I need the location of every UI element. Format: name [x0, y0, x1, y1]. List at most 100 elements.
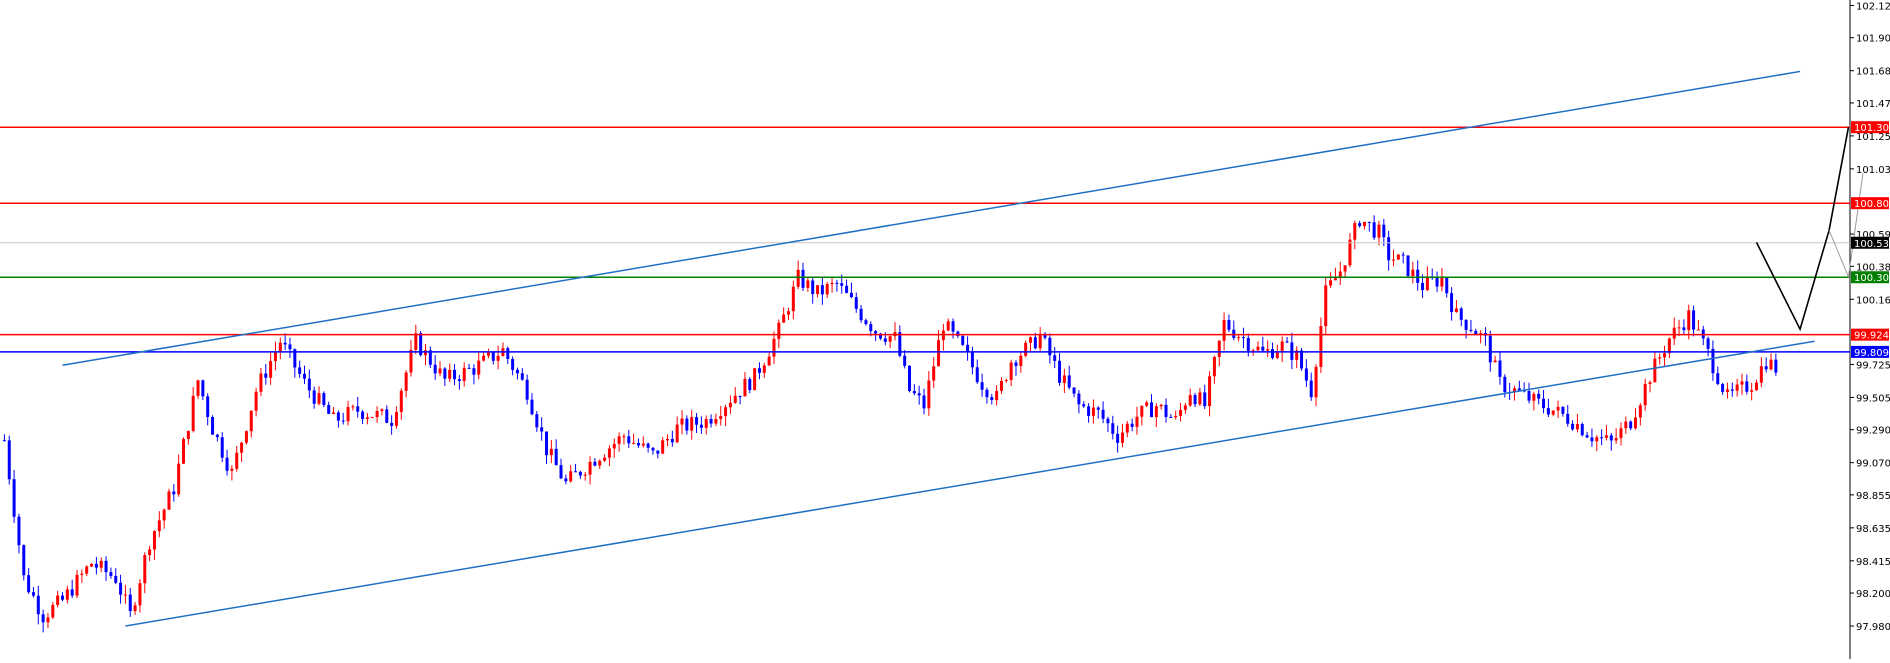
candle-body — [922, 395, 926, 409]
candle-body — [1542, 398, 1546, 409]
candle — [472, 364, 476, 385]
candle-body — [641, 443, 645, 446]
candle — [961, 334, 965, 347]
y-tick-label: 100.160 — [1856, 295, 1890, 306]
candle — [1280, 336, 1284, 362]
candle-body — [874, 331, 878, 334]
y-tick-label: 99.505 — [1856, 393, 1890, 404]
candle-body — [593, 461, 597, 466]
candle-body — [1600, 437, 1604, 439]
candle-body — [995, 390, 999, 401]
candle — [1721, 382, 1725, 395]
candle — [709, 414, 713, 428]
candle — [646, 442, 650, 453]
candle — [816, 285, 820, 298]
candle — [114, 568, 118, 585]
candle — [1116, 425, 1120, 453]
candle — [206, 393, 210, 426]
candle — [196, 379, 200, 399]
candle — [322, 391, 326, 408]
candle — [1193, 392, 1197, 408]
candle — [1624, 416, 1628, 434]
candle-body — [859, 308, 863, 321]
candle-body — [878, 333, 882, 339]
candle — [230, 465, 234, 481]
candle — [1527, 382, 1531, 404]
candle-body — [1401, 254, 1405, 256]
candle-body — [61, 595, 64, 600]
y-tick-label: 101.030 — [1856, 165, 1890, 176]
candle-body — [341, 420, 345, 422]
candle — [1154, 403, 1158, 427]
candle — [1062, 368, 1066, 394]
candle — [1755, 379, 1758, 391]
candle-body — [549, 448, 553, 456]
candle-body — [1077, 393, 1081, 405]
candle — [365, 413, 369, 425]
candle-body — [1532, 393, 1536, 401]
candle — [1309, 372, 1313, 401]
candle — [1372, 215, 1376, 240]
candle — [748, 377, 752, 394]
candle — [869, 321, 873, 337]
candle-body — [1382, 224, 1386, 238]
candle — [414, 324, 418, 355]
candle-body — [438, 368, 442, 374]
candle — [1087, 403, 1091, 423]
candle — [1672, 317, 1676, 346]
candle-body — [1580, 424, 1584, 436]
level-tag-label: 101.308 — [1854, 123, 1890, 134]
candle — [1362, 221, 1366, 230]
candle — [1663, 345, 1667, 368]
candle-body — [375, 410, 379, 418]
candle-body — [1396, 254, 1400, 260]
candle — [298, 360, 302, 378]
candle — [1285, 336, 1289, 344]
candle-body — [849, 292, 853, 298]
candle-body — [1411, 269, 1415, 277]
candle-body — [1324, 285, 1328, 327]
candle — [787, 307, 790, 320]
candle-body — [636, 442, 640, 446]
candle — [1145, 400, 1149, 408]
candle-body — [535, 414, 539, 428]
candle — [564, 474, 568, 485]
candle — [1111, 415, 1115, 440]
candle-body — [1416, 269, 1420, 283]
candle-body — [152, 531, 156, 550]
candle — [1716, 366, 1720, 386]
candle-body — [1343, 265, 1347, 272]
candle — [1067, 365, 1071, 390]
candle — [670, 430, 674, 447]
candle-body — [583, 474, 587, 476]
candle — [167, 488, 171, 510]
candle — [569, 465, 573, 483]
candle — [922, 388, 926, 415]
candle — [317, 386, 321, 406]
candle-body — [1256, 346, 1260, 351]
candle-body — [927, 380, 931, 409]
candle-body — [1319, 326, 1323, 367]
candle — [1619, 422, 1623, 446]
candle-body — [1033, 337, 1037, 349]
candle-body — [1392, 259, 1395, 261]
candle-body — [738, 395, 742, 397]
candle-body — [714, 419, 718, 424]
candle — [854, 292, 858, 313]
candle — [404, 370, 408, 398]
candle — [1120, 423, 1124, 448]
candle-body — [1329, 280, 1333, 286]
y-tick-label: 98.635 — [1856, 524, 1890, 535]
candle-body — [1561, 406, 1565, 414]
candle — [462, 362, 466, 387]
candle-body — [336, 412, 340, 421]
candle-body — [496, 355, 500, 361]
level-tag-label: 99.809 — [1854, 348, 1889, 359]
candle-body — [515, 369, 519, 374]
candle — [1169, 414, 1173, 418]
candle-body — [1019, 355, 1023, 366]
candle-body — [370, 417, 374, 419]
candle-body — [90, 563, 94, 567]
candle — [7, 435, 11, 485]
candle — [1590, 428, 1594, 447]
